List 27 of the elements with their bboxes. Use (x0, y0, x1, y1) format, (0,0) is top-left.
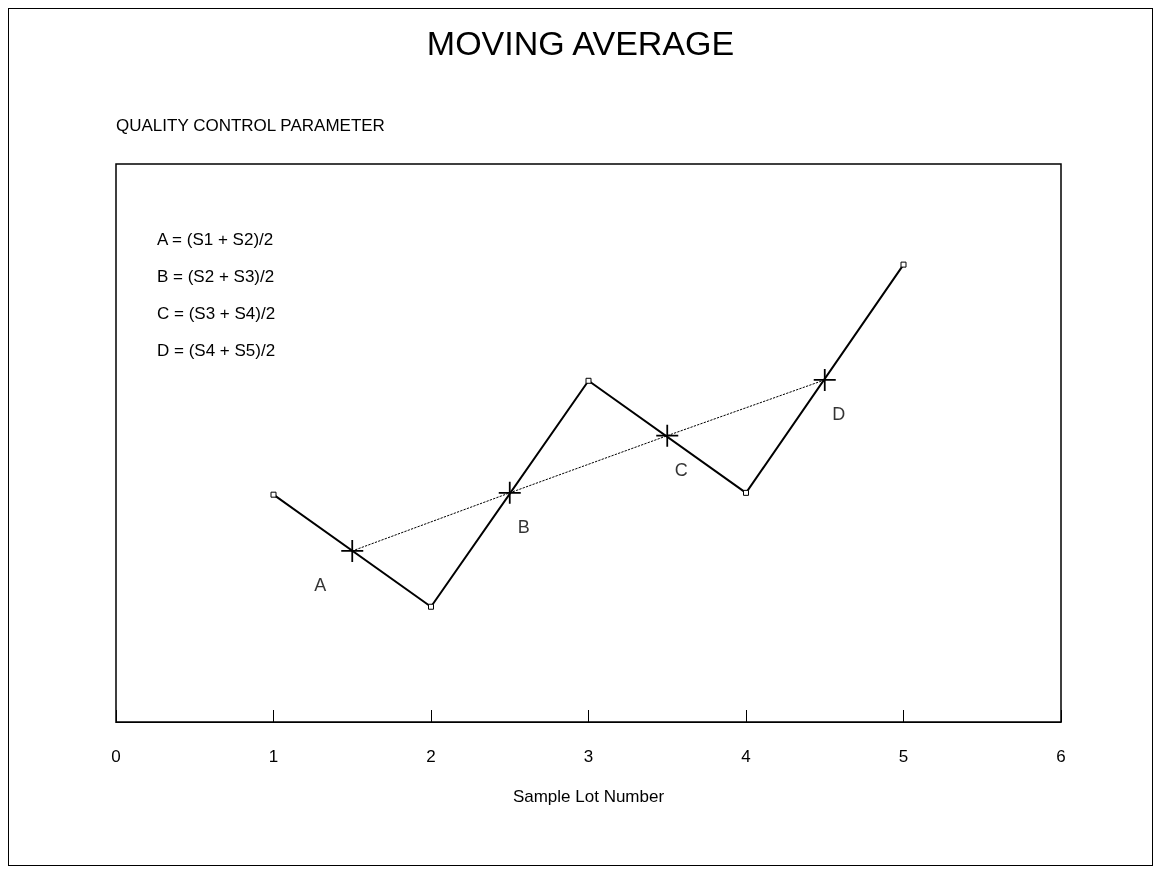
annotation: D (832, 403, 846, 424)
x-tick-label: 6 (1056, 747, 1066, 766)
annotation: C = (S3 + S4)/2 (157, 304, 276, 323)
annotation: A (314, 574, 327, 595)
annotation: C (674, 459, 688, 480)
text: QUALITY CONTROL PARAMETER (116, 116, 385, 135)
point (270, 491, 277, 498)
point (743, 489, 749, 496)
x-tick-label: 2 (426, 747, 436, 766)
annotation: D = (S4 + S5)/2 (157, 341, 276, 360)
x-tick-label: 5 (898, 747, 909, 766)
x-axis-title: Sample Lot Number (512, 787, 665, 806)
point (656, 424, 679, 447)
x-tick-label: 0 (111, 747, 121, 766)
x-tick-label: 1 (268, 747, 279, 766)
chart-title: MOVING AVERAGE (426, 24, 735, 62)
point (428, 603, 434, 610)
annotation: B = (S2 + S3)/2 (157, 267, 275, 286)
point (813, 368, 836, 391)
point (900, 261, 907, 268)
annotation: B (517, 516, 530, 537)
text: A = (S1 + S2)/2 (157, 230, 274, 249)
point (341, 539, 364, 562)
x-tick-label: 4 (741, 747, 751, 766)
x-tick-label: 3 (583, 747, 594, 766)
point (585, 377, 592, 384)
point (498, 481, 521, 504)
